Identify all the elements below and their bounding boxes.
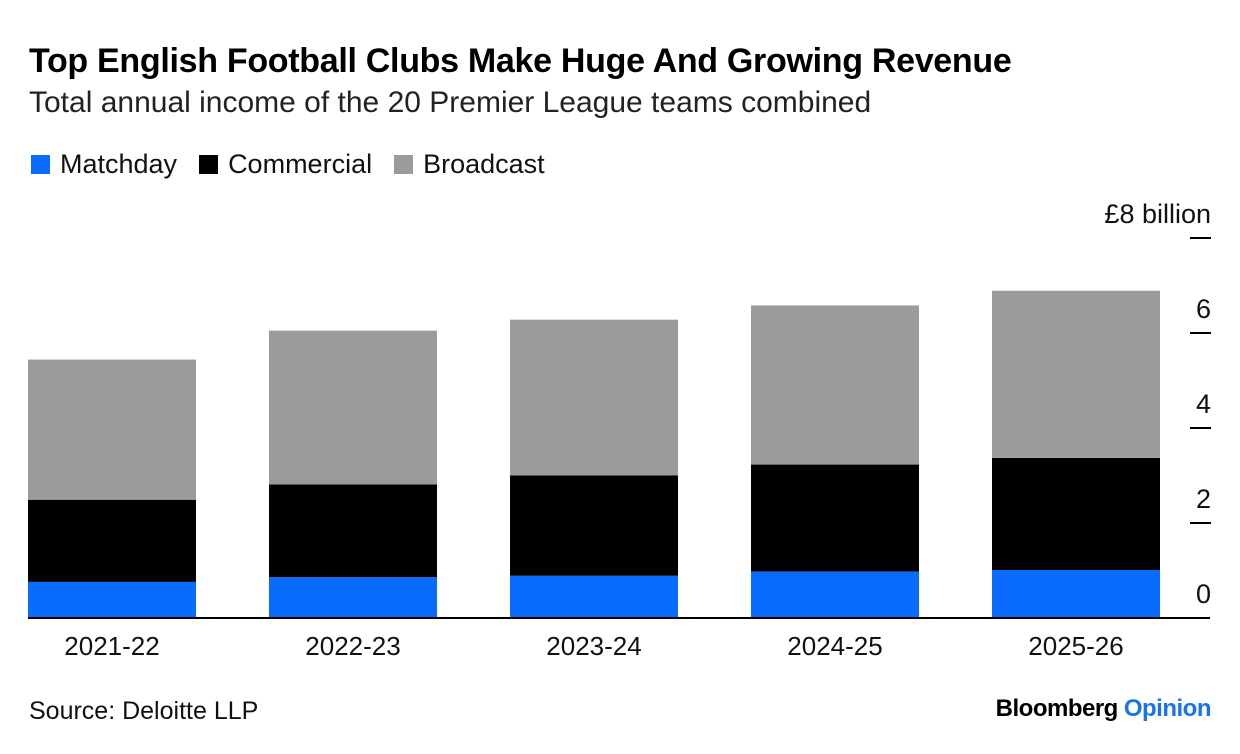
y-tick-label-6: 6 [1196, 294, 1211, 324]
bar-matchday-2021-22 [28, 581, 196, 618]
y-tick-label-0: 0 [1196, 579, 1211, 609]
bar-matchday-2024-25 [751, 571, 919, 618]
legend-item-broadcast: Broadcast [394, 149, 545, 180]
bar-broadcast-2022-23 [269, 330, 437, 485]
y-tick-label-8: £8 billion [1104, 199, 1211, 229]
bar-matchday-2025-26 [992, 570, 1160, 618]
brand-section: Opinion [1123, 695, 1212, 722]
bar-commercial-2021-22 [28, 499, 196, 582]
bloomberg-opinion-logo: Bloomberg Opinion [995, 695, 1212, 723]
bar-broadcast-2021-22 [28, 359, 196, 500]
legend-swatch-matchday [31, 155, 50, 174]
legend: Matchday Commercial Broadcast [31, 149, 567, 180]
x-tick-label-2023-24: 2023-24 [546, 631, 641, 661]
legend-item-commercial: Commercial [199, 149, 372, 180]
source-note: Source: Deloitte LLP [29, 697, 259, 725]
chart-subtitle: Total annual income of the 20 Premier Le… [29, 86, 872, 119]
bar-broadcast-2025-26 [992, 290, 1160, 458]
bar-commercial-2023-24 [510, 475, 678, 576]
x-tick-label-2025-26: 2025-26 [1028, 631, 1123, 661]
bar-broadcast-2024-25 [751, 305, 919, 465]
legend-swatch-commercial [199, 155, 219, 174]
x-tick-label-2021-22: 2021-22 [64, 631, 159, 661]
legend-item-matchday: Matchday [31, 149, 177, 180]
brand-name: Bloomberg [995, 695, 1119, 722]
x-tick-label-2024-25: 2024-25 [787, 631, 882, 661]
bar-commercial-2022-23 [269, 484, 437, 578]
legend-swatch-broadcast [394, 155, 414, 174]
x-tick-label-2022-23: 2022-23 [305, 631, 400, 661]
bar-matchday-2023-24 [510, 575, 678, 618]
legend-label-broadcast: Broadcast [423, 149, 545, 179]
bar-commercial-2025-26 [992, 457, 1160, 571]
y-tick-label-4: 4 [1196, 389, 1211, 419]
legend-label-commercial: Commercial [228, 149, 373, 179]
bar-commercial-2024-25 [751, 464, 919, 572]
bar-broadcast-2023-24 [510, 319, 678, 476]
y-tick-label-2: 2 [1196, 484, 1211, 514]
bar-matchday-2022-23 [269, 577, 437, 618]
legend-label-matchday: Matchday [60, 149, 178, 179]
chart-title: Top English Football Clubs Make Huge And… [29, 42, 1012, 80]
